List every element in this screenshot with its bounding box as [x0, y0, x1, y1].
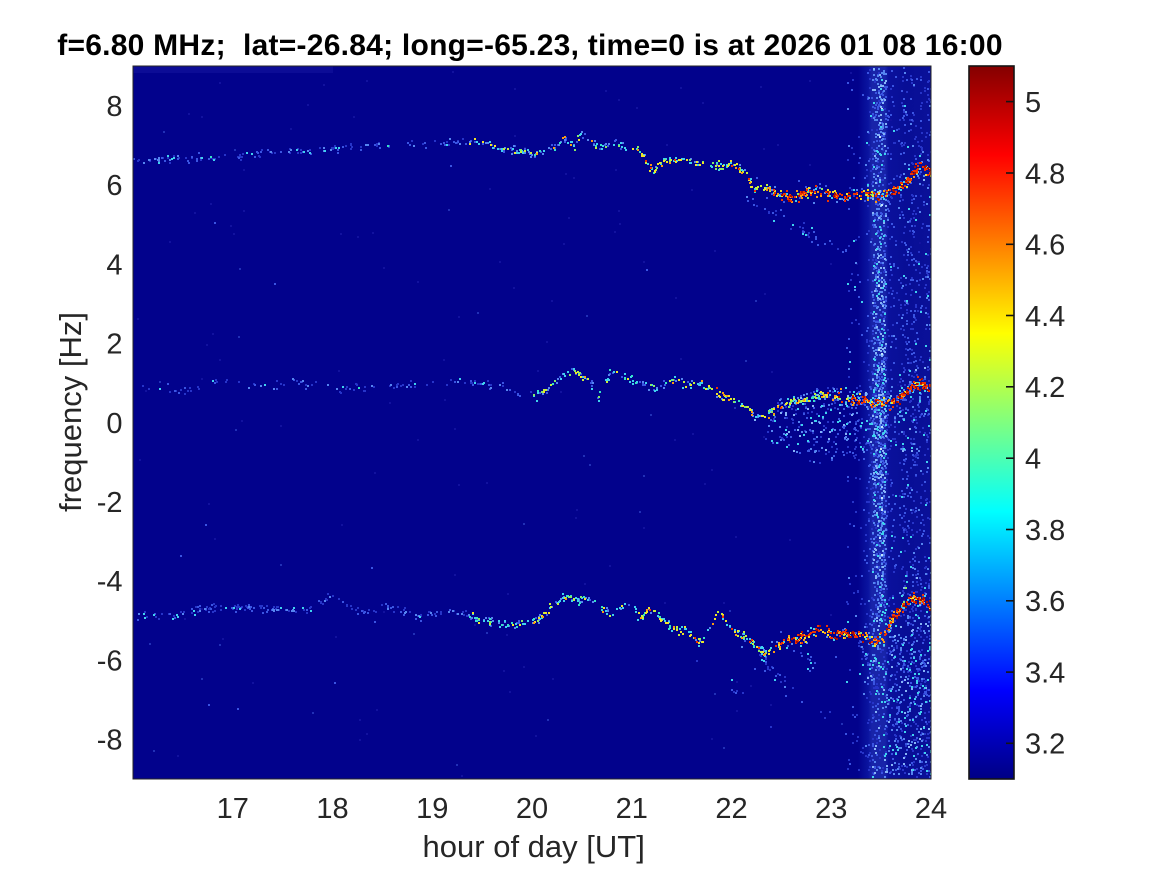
svg-text:3.8: 3.8	[1025, 515, 1065, 547]
svg-text:-6: -6	[97, 646, 123, 678]
svg-text:2: 2	[106, 329, 122, 361]
svg-text:8: 8	[106, 91, 122, 123]
svg-text:17: 17	[217, 793, 249, 825]
svg-text:-2: -2	[97, 487, 123, 519]
svg-text:4.4: 4.4	[1025, 301, 1065, 333]
svg-text:frequency [Hz]: frequency [Hz]	[53, 312, 88, 512]
svg-text:22: 22	[715, 793, 747, 825]
svg-text:-4: -4	[97, 566, 123, 598]
svg-text:4: 4	[106, 249, 122, 281]
svg-text:23: 23	[815, 793, 847, 825]
svg-text:20: 20	[516, 793, 548, 825]
svg-text:6: 6	[106, 170, 122, 202]
svg-text:3.2: 3.2	[1025, 729, 1065, 761]
svg-text:21: 21	[616, 793, 648, 825]
svg-text:0: 0	[106, 408, 122, 440]
svg-text:f=6.80 MHz; lat=-26.84; long=: f=6.80 MHz; lat=-26.84; long=-65.23, tim…	[57, 29, 1003, 62]
svg-text:4: 4	[1025, 444, 1041, 476]
svg-text:-8: -8	[97, 725, 123, 757]
svg-text:4.2: 4.2	[1025, 372, 1065, 404]
svg-text:24: 24	[915, 793, 947, 825]
svg-text:18: 18	[316, 793, 348, 825]
svg-text:3.6: 3.6	[1025, 586, 1065, 618]
svg-text:4.8: 4.8	[1025, 158, 1065, 190]
svg-text:4.6: 4.6	[1025, 230, 1065, 262]
svg-text:3.4: 3.4	[1025, 657, 1065, 689]
svg-text:19: 19	[416, 793, 448, 825]
svg-text:hour of day [UT]: hour of day [UT]	[423, 829, 645, 864]
svg-text:5: 5	[1025, 87, 1041, 119]
